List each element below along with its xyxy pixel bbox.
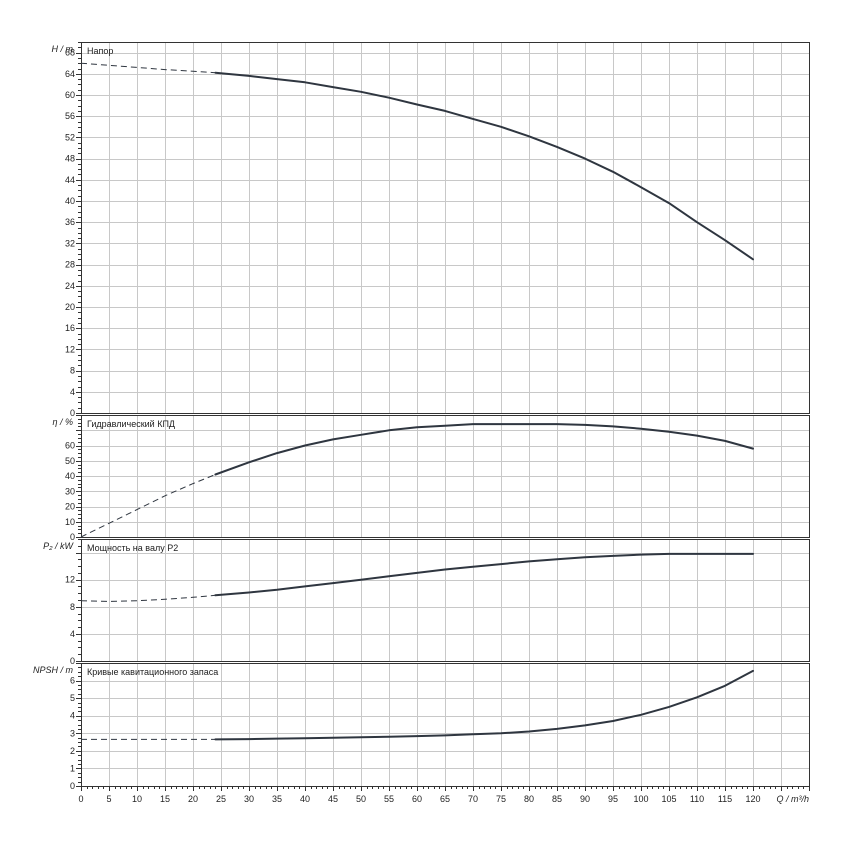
y-axis-label: H / m: [52, 44, 74, 54]
series-line-dashed: [80, 474, 216, 538]
x-tick-label: 110: [690, 794, 704, 804]
series-line-solid: [214, 423, 754, 476]
y-tick-label: 0: [70, 532, 75, 542]
x-tick-label: 70: [468, 794, 478, 804]
y-tick-label: 60: [65, 90, 75, 100]
panel-title: Кривые кавитационного запаса: [87, 667, 218, 677]
y-tick-label: 8: [70, 366, 75, 376]
series-line-dashed: [80, 62, 216, 74]
series-line-dashed: [80, 594, 216, 602]
panel-frame: [81, 42, 810, 414]
y-tick-label: 68: [65, 48, 75, 58]
y-tick-label: 48: [65, 154, 75, 164]
x-tick-label: 55: [384, 794, 394, 804]
x-tick-label: 10: [132, 794, 142, 804]
panel-efficiency: 0 10 20 30 40 50 60 η / % Гидравлический КПД: [52, 415, 810, 542]
y-tick-label: 28: [65, 260, 75, 270]
x-tick-label: 45: [328, 794, 338, 804]
y-tick-label: 20: [65, 502, 75, 512]
y-tick-label: 30: [65, 486, 75, 496]
x-tick-label: 100: [633, 794, 648, 804]
y-tick-label: 4: [70, 711, 75, 721]
x-tick-label: 0: [78, 794, 83, 804]
x-tick-label: 85: [552, 794, 562, 804]
y-tick-label: 50: [65, 456, 75, 466]
y-tick-label: 20: [65, 302, 75, 312]
y-tick-label: 3: [70, 728, 75, 738]
y-tick-label: 36: [65, 217, 75, 227]
y-tick-label: 10: [65, 517, 75, 527]
x-axis: 0 5 10 15 20 25 30 35 40 45 50 55 60 65 70 75 80 85 90 95 10…: [78, 786, 810, 804]
x-tick-label: 115: [718, 794, 732, 804]
series-line-solid: [214, 669, 754, 741]
panel-title: Мощность на валу P2: [87, 543, 178, 553]
y-tick-label: 56: [65, 111, 75, 121]
y-tick-label: 5: [70, 693, 75, 703]
y-tick-label: 12: [65, 344, 75, 354]
y-tick-label: 60: [65, 441, 75, 451]
y-tick-label: 4: [70, 629, 75, 639]
x-tick-label: 35: [272, 794, 282, 804]
y-axis-label: η / %: [52, 417, 73, 427]
panel-title: Гидравлический КПД: [87, 419, 175, 429]
y-tick-label: 12: [65, 575, 75, 585]
y-tick-label: 16: [65, 323, 75, 333]
y-tick-label: 2: [70, 746, 75, 756]
y-axis-label: NPSH / m: [33, 665, 74, 675]
y-tick-label: 0: [70, 408, 75, 418]
panel-frame: [81, 415, 810, 538]
y-tick-label: 0: [70, 656, 75, 666]
y-tick-label: 8: [70, 602, 75, 612]
panel-power: 0 4 8 12 P₂ / kW Мощность на валу P2: [43, 539, 810, 666]
x-tick-label: 50: [356, 794, 366, 804]
series-line-solid: [214, 71, 754, 261]
x-tick-label: 30: [244, 794, 254, 804]
x-tick-label: 65: [440, 794, 450, 804]
x-tick-label: 40: [300, 794, 310, 804]
y-tick-label: 4: [70, 387, 75, 397]
x-tick-label: 105: [661, 794, 676, 804]
x-tick-label: 25: [216, 794, 226, 804]
y-tick-label: 24: [65, 281, 75, 291]
panel-title: Напор: [87, 46, 113, 56]
y-tick-label: 6: [70, 676, 75, 686]
y-tick-label: 64: [65, 69, 75, 79]
y-tick-label: 0: [70, 781, 75, 791]
series-line-solid: [214, 552, 754, 597]
x-tick-label: 80: [524, 794, 534, 804]
y-tick-label: 32: [65, 238, 75, 248]
y-tick-label: 1: [70, 763, 75, 773]
x-tick-label: 120: [745, 794, 760, 804]
x-axis-label: Q / m³/h: [776, 794, 809, 804]
x-tick-label: 5: [106, 794, 111, 804]
x-tick-label: 75: [496, 794, 506, 804]
y-axis-label: P₂ / kW: [43, 541, 74, 551]
x-tick-label: 15: [160, 794, 170, 804]
y-tick-label: 52: [65, 132, 75, 142]
x-tick-label: 20: [188, 794, 198, 804]
x-tick-label: 90: [580, 794, 590, 804]
y-tick-label: 40: [65, 471, 75, 481]
y-tick-label: 40: [65, 196, 75, 206]
x-tick-label: 60: [412, 794, 422, 804]
y-tick-label: 44: [65, 175, 75, 185]
x-tick-label: 95: [608, 794, 618, 804]
